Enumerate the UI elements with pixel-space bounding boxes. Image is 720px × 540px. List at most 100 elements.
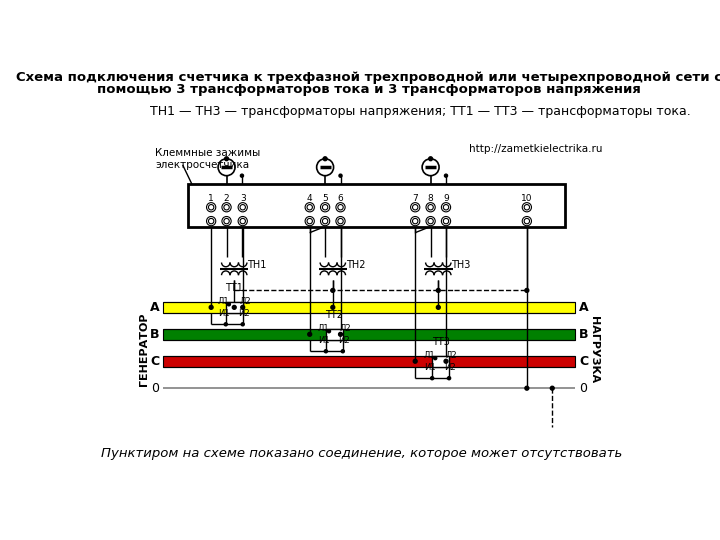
Text: Пунктиром на схеме показано соединение, которое может отсутствовать: Пунктиром на схеме показано соединение, … — [101, 448, 622, 461]
Text: А: А — [150, 301, 160, 314]
Circle shape — [307, 205, 312, 210]
Circle shape — [207, 202, 216, 212]
Circle shape — [323, 157, 327, 161]
Text: А: А — [579, 301, 589, 314]
Text: ТН2: ТН2 — [346, 260, 365, 270]
Circle shape — [338, 218, 343, 224]
Circle shape — [225, 157, 228, 161]
Circle shape — [218, 159, 235, 176]
Circle shape — [324, 350, 328, 353]
Circle shape — [441, 217, 451, 226]
Circle shape — [338, 333, 343, 336]
Circle shape — [522, 202, 531, 212]
Text: С: С — [150, 355, 160, 368]
Circle shape — [444, 359, 448, 363]
Circle shape — [410, 202, 420, 212]
Text: 1: 1 — [208, 194, 214, 203]
Text: Схема подключения счетчика к трехфазной трехпроводной или четырехпроводной сети : Схема подключения счетчика к трехфазной … — [16, 71, 720, 84]
Circle shape — [428, 205, 433, 210]
Circle shape — [305, 217, 315, 226]
Circle shape — [525, 386, 528, 390]
Text: 0: 0 — [152, 382, 160, 395]
Circle shape — [444, 205, 449, 210]
Circle shape — [339, 174, 342, 177]
Text: 2: 2 — [224, 194, 230, 203]
Circle shape — [228, 303, 230, 306]
Text: ТТ3: ТТ3 — [432, 336, 449, 347]
Circle shape — [436, 306, 440, 309]
Text: И2: И2 — [338, 336, 349, 345]
Circle shape — [428, 218, 433, 224]
Text: ТТ2: ТТ2 — [325, 309, 343, 320]
Circle shape — [413, 359, 417, 363]
Circle shape — [320, 202, 330, 212]
Text: 0: 0 — [579, 382, 588, 395]
Circle shape — [224, 218, 229, 224]
Circle shape — [410, 217, 420, 226]
Text: И1: И1 — [217, 309, 229, 318]
Text: Л1: Л1 — [217, 296, 229, 306]
Circle shape — [238, 202, 248, 212]
Text: 8: 8 — [428, 194, 433, 203]
Circle shape — [444, 174, 448, 177]
Circle shape — [341, 350, 344, 353]
Bar — [163, 356, 575, 367]
Circle shape — [433, 356, 437, 360]
Text: С: С — [579, 355, 588, 368]
Text: И2: И2 — [444, 363, 456, 372]
Circle shape — [422, 159, 439, 176]
Text: В: В — [150, 328, 160, 341]
Circle shape — [224, 323, 228, 326]
Circle shape — [426, 202, 435, 212]
Circle shape — [209, 205, 214, 210]
Circle shape — [222, 217, 231, 226]
Circle shape — [524, 218, 529, 224]
Text: И1: И1 — [318, 336, 329, 345]
Circle shape — [448, 377, 451, 380]
Text: помощью 3 трансформаторов тока и 3 трансформаторов напряжения: помощью 3 трансформаторов тока и 3 транс… — [97, 83, 641, 96]
Text: 6: 6 — [338, 194, 343, 203]
Circle shape — [240, 218, 246, 224]
Circle shape — [233, 306, 236, 309]
Text: 7: 7 — [413, 194, 418, 203]
Circle shape — [222, 202, 231, 212]
Bar — [226, 302, 243, 313]
Circle shape — [550, 386, 554, 390]
Text: Клеммные зажимы
электросчетчика: Клеммные зажимы электросчетчика — [155, 148, 260, 170]
Text: ТН1 — ТН3 — трансформаторы напряжения; ТТ1 — ТТ3 — трансформаторы тока.: ТН1 — ТН3 — трансформаторы напряжения; Т… — [150, 105, 690, 118]
Circle shape — [336, 202, 345, 212]
Circle shape — [207, 217, 216, 226]
Circle shape — [338, 205, 343, 210]
Bar — [432, 356, 449, 367]
Circle shape — [210, 306, 213, 309]
Circle shape — [441, 202, 451, 212]
Text: ТТ1: ТТ1 — [225, 283, 243, 293]
Circle shape — [331, 306, 335, 309]
Text: Л2: Л2 — [339, 323, 351, 333]
Circle shape — [240, 306, 245, 309]
Circle shape — [241, 323, 244, 326]
Circle shape — [238, 217, 248, 226]
Text: 10: 10 — [521, 194, 533, 203]
Circle shape — [224, 205, 229, 210]
Circle shape — [240, 205, 246, 210]
Circle shape — [320, 217, 330, 226]
Circle shape — [525, 288, 528, 292]
Text: 3: 3 — [240, 194, 246, 203]
Text: http://zametkielectrika.ru: http://zametkielectrika.ru — [469, 144, 603, 154]
Text: НАГРУЗКА: НАГРУЗКА — [589, 316, 599, 383]
Bar — [326, 329, 343, 340]
Bar — [188, 184, 565, 226]
Text: Л2: Л2 — [239, 296, 251, 306]
Text: 5: 5 — [323, 194, 328, 203]
Text: 4: 4 — [307, 194, 312, 203]
Circle shape — [323, 205, 328, 210]
Text: И2: И2 — [238, 309, 249, 318]
Text: ТН1: ТН1 — [248, 260, 266, 270]
Circle shape — [428, 157, 433, 161]
Circle shape — [331, 288, 335, 292]
Text: И1: И1 — [424, 363, 436, 372]
Bar — [163, 302, 575, 313]
Text: ГЕНЕРАТОР: ГЕНЕРАТОР — [139, 313, 149, 387]
Circle shape — [240, 174, 243, 177]
